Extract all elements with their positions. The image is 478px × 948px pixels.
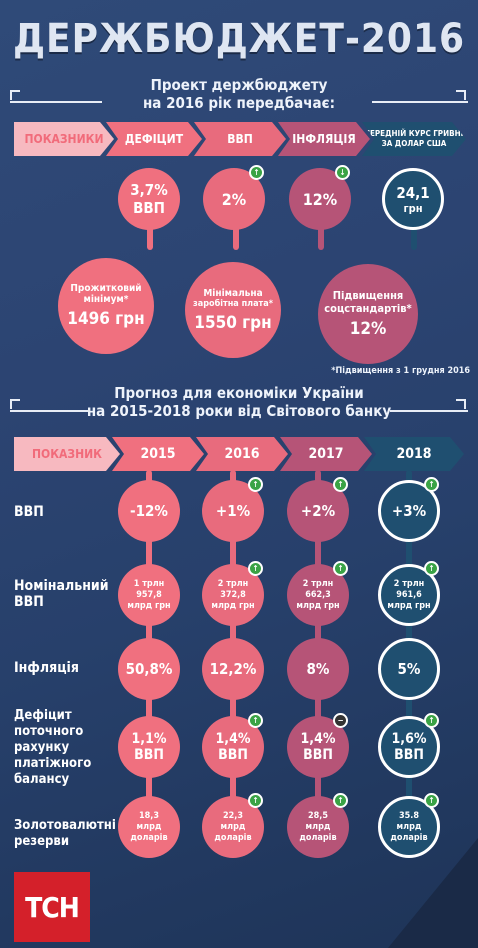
nominal-gdp-2017: 2 трлн 662,3 млрд грн: [287, 564, 349, 626]
inflation-2016: 12,2%: [202, 638, 264, 700]
living-minimum-label2: мінімум*: [83, 294, 129, 305]
arrow-up-icon: ↑: [424, 477, 439, 492]
section1-heading: Проект держбюджету на 2016 рік передбача…: [0, 76, 478, 112]
gdp-value: 2%: [203, 168, 265, 230]
deficit-value: 3,7% ВВП: [118, 168, 180, 230]
arrow-up-icon: ↑: [248, 477, 263, 492]
arrow-up-icon: ↑: [248, 793, 263, 808]
minimum-wage-label2: заробітна плата*: [193, 298, 273, 309]
header-indicator: ПОКАЗНИК: [14, 437, 120, 471]
exchange-rate-number: 24,1: [396, 183, 430, 202]
current-account-2015: 1,1% ВВП: [118, 716, 180, 778]
inflation-2017: 8%: [287, 638, 349, 700]
header-indicators: ПОКАЗНИКИ: [14, 122, 114, 156]
header-deficit: ДЕФІЦИТ: [106, 122, 202, 156]
exchange-rate-value: 24,1 грн: [382, 168, 444, 230]
row-label-gdp: ВВП: [14, 504, 44, 520]
header-2016: 2016: [196, 437, 288, 471]
arrow-up-icon: ↑: [333, 561, 348, 576]
arrow-up-icon: ↑: [249, 165, 264, 180]
frame-corner: [10, 399, 20, 409]
row-label-current-account: Дефіцит поточного рахунку платіжного бал…: [14, 708, 92, 787]
exchange-rate-unit: грн: [403, 201, 423, 215]
reserves-2015: 18,3 млрд доларів: [118, 796, 180, 858]
arrow-up-icon: ↑: [333, 477, 348, 492]
row-label-reserves: Золотовалютні резерви: [14, 818, 116, 849]
divider-right: [390, 410, 468, 412]
arrow-up-icon: ↑: [424, 713, 439, 728]
arrow-down-icon: ↓: [335, 165, 350, 180]
header-2015: 2015: [112, 437, 204, 471]
frame-corner: [456, 399, 466, 409]
page-title: ДЕРЖБЮДЖЕТ-2016: [12, 16, 466, 62]
social-standards: Підвищення соцстандартів* 12%: [318, 264, 418, 364]
section1-heading-line2: на 2016 рік передбачає:: [142, 94, 335, 112]
inflation-2015: 50,8%: [118, 638, 180, 700]
row-label-inflation: Інфляція: [14, 660, 79, 676]
social-standards-label2: соцстандартів*: [324, 302, 412, 315]
header-inflation: ІНФЛЯЦІЯ: [278, 122, 370, 156]
inflation-2018: 5%: [378, 638, 440, 700]
arrow-up-icon: ↑: [248, 561, 263, 576]
arrow-up-icon: ↑: [248, 713, 263, 728]
social-standards-value: 12%: [349, 319, 387, 339]
social-standards-label1: Підвищення: [332, 289, 404, 302]
header-exchange-rate: СЕРЕДНІЙ КУРС ГРИВНІ ЗА ДОЛАР США: [362, 122, 466, 156]
header-2018: 2018: [364, 437, 464, 471]
header-gdp: ВВП: [194, 122, 286, 156]
living-minimum: Прожитковий мінімум* 1496 грн: [58, 258, 154, 354]
minimum-wage-label1: Мінімальна: [203, 287, 263, 299]
frame-corner: [456, 90, 466, 100]
deficit-percent: 3,7%: [130, 181, 168, 199]
living-minimum-label1: Прожитковий: [70, 283, 142, 294]
frame-corner: [10, 90, 20, 100]
section2-heading-line2: на 2015-2018 роки від Світового банку: [86, 402, 392, 420]
arrow-up-icon: ↑: [424, 793, 439, 808]
gdp-2015: -12%: [118, 480, 180, 542]
divider-left: [10, 101, 102, 103]
nominal-gdp-2015: 1 трлн 957,8 млрд грн: [118, 564, 180, 626]
minus-icon: −: [333, 713, 348, 728]
arrow-up-icon: ↑: [424, 561, 439, 576]
minimum-wage: Мінімальна заробітна плата* 1550 грн: [185, 262, 281, 358]
minimum-wage-value: 1550 грн: [194, 312, 272, 333]
section2-heading: Прогноз для економіки України на 2015-20…: [0, 384, 478, 420]
row-label-nominal-gdp: Номінальний ВВП: [14, 578, 109, 610]
divider-right: [372, 101, 468, 103]
living-minimum-value: 1496 грн: [67, 309, 145, 329]
deficit-unit: ВВП: [133, 199, 165, 217]
tsn-logo: ТСН: [14, 872, 90, 942]
divider-left: [10, 410, 90, 412]
footnote: *Підвищення з 1 грудня 2016: [331, 366, 470, 376]
section2-heading-line1: Прогноз для економіки України: [114, 384, 364, 402]
corner-decoration: [388, 838, 478, 948]
section1-heading-line1: Проект держбюджету: [150, 76, 328, 94]
arrow-up-icon: ↑: [333, 793, 348, 808]
header-2017: 2017: [280, 437, 372, 471]
